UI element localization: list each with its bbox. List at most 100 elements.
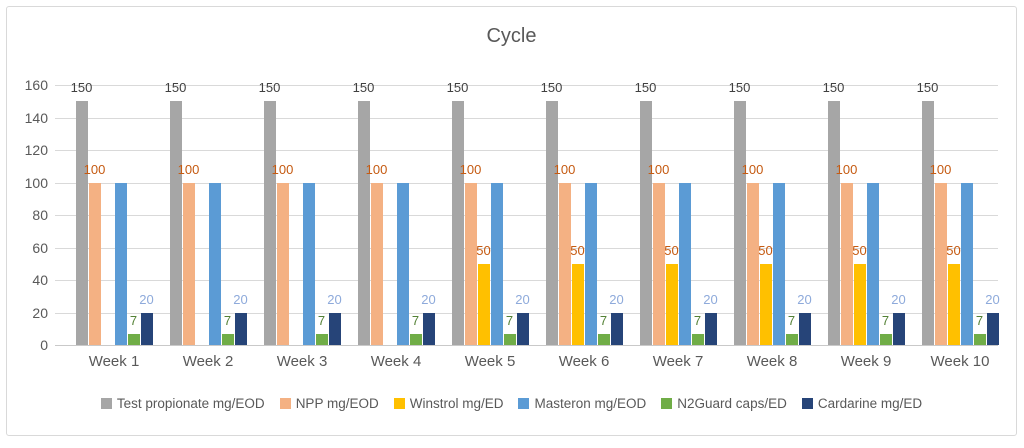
bar-label-cardarine-mg-ed: 20 <box>233 291 248 307</box>
bar-cardarine-mg-ed <box>516 312 529 345</box>
bar-label-n2guard-caps-ed: 7 <box>975 312 984 328</box>
bar-label-winstrol-mg-ed: 50 <box>852 242 867 258</box>
bar-label-cardarine-mg-ed: 20 <box>609 291 624 307</box>
bar-masteron-mg-eod <box>960 182 973 345</box>
y-tick-label-100: 100 <box>24 174 48 191</box>
bar-n2guard-caps-ed <box>503 333 516 345</box>
x-tick-label-week-9: Week 9 <box>840 353 892 370</box>
legend-swatch-icon <box>279 398 291 409</box>
bar-label-test-propionate-mg-eod: 150 <box>446 80 469 96</box>
bar-label-cardarine-mg-ed: 20 <box>797 291 812 307</box>
bar-label-winstrol-mg-ed: 50 <box>570 242 585 258</box>
bar-masteron-mg-eod <box>490 182 503 345</box>
bar-test-propionate-mg-eod <box>545 101 558 345</box>
bar-npp-mg-eod <box>652 182 665 345</box>
bar-masteron-mg-eod <box>114 182 127 345</box>
bar-groups: 150 100 7 20 Week 1 150 100 7 20 Week 2 150 100 7 20 W… <box>67 81 1007 370</box>
gridline-160 <box>55 85 998 86</box>
legend-swatch-icon <box>661 398 673 409</box>
bar-masteron-mg-eod <box>302 182 315 345</box>
group-week-3: 150 100 7 20 Week 3 <box>255 81 349 370</box>
bar-n2guard-caps-ed <box>973 333 986 345</box>
x-tick-label-week-7: Week 7 <box>652 353 704 370</box>
bar-label-npp-mg-eod: 100 <box>365 161 388 177</box>
bar-n2guard-caps-ed <box>785 333 798 345</box>
bar-npp-mg-eod <box>276 182 289 345</box>
bar-npp-mg-eod <box>182 182 195 345</box>
bar-winstrol-mg-ed <box>665 263 678 345</box>
bar-label-npp-mg-eod: 100 <box>271 161 294 177</box>
group-week-4: 150 100 7 20 Week 4 <box>349 81 443 370</box>
bar-label-npp-mg-eod: 100 <box>929 161 952 177</box>
bar-label-n2guard-caps-ed: 7 <box>693 312 702 328</box>
legend-label: NPP mg/EOD <box>295 396 379 411</box>
gridline-100 <box>55 182 998 184</box>
bar-cardarine-mg-ed <box>798 312 811 345</box>
legend-item-n2guard-caps-ed: N2Guard caps/ED <box>661 396 787 411</box>
y-tick-label-80: 80 <box>32 207 48 223</box>
bar-npp-mg-eod <box>746 182 759 345</box>
bar-label-cardarine-mg-ed: 20 <box>891 291 906 307</box>
bar-label-test-propionate-mg-eod: 150 <box>634 80 657 96</box>
y-tick-label-20: 20 <box>32 304 48 321</box>
legend-item-cardarine-mg-ed: Cardarine mg/ED <box>801 396 922 411</box>
group-week-9: 150 100 50 7 20 Week 9 <box>819 81 913 370</box>
bar-label-cardarine-mg-ed: 20 <box>985 291 1000 307</box>
bar-masteron-mg-eod <box>772 182 785 345</box>
x-tick-label-week-5: Week 5 <box>464 353 516 370</box>
y-tick-label-60: 60 <box>32 239 48 256</box>
bar-test-propionate-mg-eod <box>639 101 652 345</box>
bar-label-test-propionate-mg-eod: 150 <box>164 80 187 96</box>
group-week-6: 150 100 50 7 20 Week 6 <box>537 81 631 370</box>
y-tick-label-160: 160 <box>24 77 48 93</box>
group-week-5: 150 100 50 7 20 Week 5 <box>443 81 537 370</box>
gridline-80 <box>55 215 998 216</box>
bar-label-test-propionate-mg-eod: 150 <box>728 80 751 96</box>
legend-item-test-propionate-mg-eod: Test propionate mg/EOD <box>100 396 265 411</box>
bar-label-test-propionate-mg-eod: 150 <box>540 80 563 96</box>
bar-cardarine-mg-ed <box>610 312 623 345</box>
bar-winstrol-mg-ed <box>571 263 584 345</box>
legend-label: Test propionate mg/EOD <box>116 396 265 411</box>
group-week-7: 150 100 50 7 20 Week 7 <box>631 81 725 370</box>
bar-test-propionate-mg-eod <box>827 101 840 345</box>
bar-label-cardarine-mg-ed: 20 <box>421 291 436 307</box>
bar-npp-mg-eod <box>840 182 853 345</box>
bar-label-cardarine-mg-ed: 20 <box>139 291 154 307</box>
bar-label-winstrol-mg-ed: 50 <box>664 242 679 258</box>
group-week-10: 150 100 50 7 20 Week 10 <box>913 81 1007 370</box>
bar-label-n2guard-caps-ed: 7 <box>411 312 420 328</box>
bar-cardarine-mg-ed <box>704 312 717 345</box>
bar-label-n2guard-caps-ed: 7 <box>787 312 796 328</box>
x-axis-line <box>55 345 998 346</box>
bar-test-propionate-mg-eod <box>357 101 370 345</box>
bar-label-npp-mg-eod: 100 <box>647 161 670 177</box>
bar-label-cardarine-mg-ed: 20 <box>703 291 718 307</box>
bar-cardarine-mg-ed <box>422 312 435 345</box>
legend-label: Masteron mg/EOD <box>534 396 647 411</box>
y-axis: 0 20 40 60 80 100 120 140 160 <box>7 77 48 353</box>
bar-label-winstrol-mg-ed: 50 <box>476 242 491 258</box>
legend-swatch-icon <box>801 398 813 409</box>
bar-cardarine-mg-ed <box>892 312 905 345</box>
bar-label-test-propionate-mg-eod: 150 <box>258 80 281 96</box>
bar-cardarine-mg-ed <box>140 312 153 345</box>
bar-n2guard-caps-ed <box>691 333 704 345</box>
bar-masteron-mg-eod <box>866 182 879 345</box>
y-tick-label-120: 120 <box>24 142 48 158</box>
bar-test-propionate-mg-eod <box>451 101 464 345</box>
bar-label-test-propionate-mg-eod: 150 <box>916 80 939 96</box>
bar-label-test-propionate-mg-eod: 150 <box>822 80 845 96</box>
legend: Test propionate mg/EOD NPP mg/EOD Winstrol… <box>15 396 1008 411</box>
bar-winstrol-mg-ed <box>477 263 490 345</box>
chart-container: Cycle 0 20 40 60 80 100 120 140 160 150 100 7 20 Wee… <box>6 6 1017 436</box>
bar-masteron-mg-eod <box>208 182 221 345</box>
bar-masteron-mg-eod <box>678 182 691 345</box>
group-week-1: 150 100 7 20 Week 1 <box>67 81 161 370</box>
bar-label-n2guard-caps-ed: 7 <box>317 312 326 328</box>
legend-label: N2Guard caps/ED <box>677 396 787 411</box>
bar-masteron-mg-eod <box>584 182 597 345</box>
legend-swatch-icon <box>100 398 112 409</box>
bar-label-test-propionate-mg-eod: 150 <box>352 80 375 96</box>
legend-item-npp-mg-eod: NPP mg/EOD <box>279 396 379 411</box>
